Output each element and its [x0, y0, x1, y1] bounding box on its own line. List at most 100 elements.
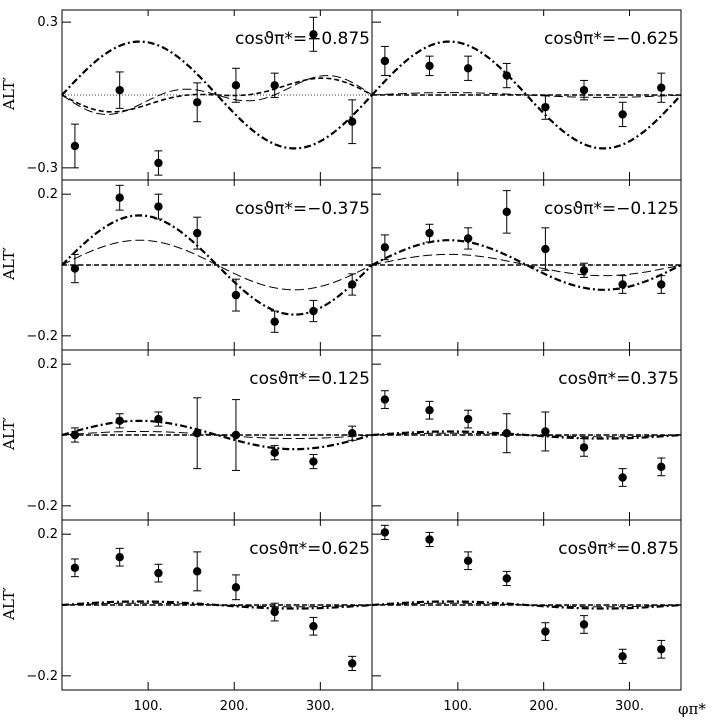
- data-point: [425, 535, 434, 544]
- panel-title: cosϑπ*=−0.625: [544, 29, 679, 49]
- data-point: [380, 243, 390, 252]
- panel-title: cosϑπ*=−0.875: [235, 29, 370, 49]
- x-tick-label: 200.: [220, 699, 249, 714]
- data-point: [425, 406, 434, 415]
- panel-5: −0.2 0.2 cosϑπ*=0.125: [26, 349, 373, 521]
- data-point: [115, 85, 124, 95]
- y-tick-label: 0.2: [37, 527, 58, 542]
- model-curve-long-dashed: [61, 75, 373, 115]
- panel-grid: −0.3 0.3 cosϑπ*=−0.875 cosϑπ*=−0.625 −0.2 0.2…: [26, 9, 682, 714]
- data-point: [115, 552, 124, 562]
- data-point: [270, 81, 279, 90]
- data-point: [154, 158, 163, 168]
- data-point: [618, 110, 627, 119]
- data-point: [657, 83, 666, 92]
- panel-1: −0.3 0.3 cosϑπ*=−0.875: [26, 9, 373, 181]
- data-point: [541, 102, 550, 112]
- data-point: [502, 574, 511, 583]
- data-point: [154, 414, 163, 424]
- data-point: [192, 98, 202, 107]
- data-point: [231, 81, 241, 90]
- data-point: [463, 556, 473, 565]
- data-point: [309, 622, 318, 631]
- data-point: [347, 117, 357, 126]
- y-tick-label: −0.2: [26, 669, 58, 684]
- data-point: [115, 193, 124, 202]
- data-point: [618, 473, 627, 482]
- data-point: [309, 306, 318, 316]
- y-tick-label: 0.3: [37, 15, 58, 30]
- panel-7: −0.2 0.2 100. 200. 300. cosϑπ*=0.625: [26, 519, 373, 714]
- model-curve-dash-dot: [371, 239, 682, 291]
- data-point: [380, 56, 390, 66]
- data-point: [231, 290, 241, 300]
- data-point: [541, 427, 550, 436]
- x-axis-label: φπ*: [678, 700, 706, 718]
- data-point: [463, 64, 473, 73]
- data-point: [154, 568, 163, 578]
- y-tick-label: −0.2: [26, 499, 58, 514]
- data-point: [70, 141, 80, 151]
- data-point: [70, 264, 80, 273]
- model-curve-long-dashed: [61, 239, 373, 291]
- x-tick-label: 200.: [529, 699, 558, 714]
- model-curve-long-dashed: [371, 253, 682, 277]
- data-point: [502, 207, 511, 217]
- data-point: [380, 528, 390, 537]
- data-point: [380, 395, 390, 404]
- data-point: [541, 244, 550, 254]
- data-point: [270, 607, 279, 617]
- data-point: [347, 429, 357, 438]
- model-curve-dashed: [61, 77, 373, 113]
- data-point: [541, 627, 550, 636]
- x-tick-label: 300.: [615, 699, 644, 714]
- y-axis-label-row1: ALT′: [0, 76, 18, 111]
- y-tick-label: 0.2: [37, 187, 58, 202]
- data-point: [270, 317, 279, 326]
- panel-3: −0.2 0.2 cosϑπ*=−0.375: [26, 179, 373, 351]
- data-point: [502, 429, 511, 438]
- model-curve-dash-dot: [61, 40, 373, 150]
- data-point: [347, 659, 357, 668]
- data-point: [502, 71, 511, 80]
- data-point: [425, 228, 434, 238]
- data-point: [579, 266, 589, 275]
- y-tick-label: −0.3: [26, 161, 58, 176]
- data-point: [579, 85, 589, 95]
- model-curve-dash-dot: [371, 40, 682, 150]
- data-point: [192, 567, 202, 576]
- data-point: [347, 280, 357, 289]
- y-axis-label-row3: ALT′: [0, 416, 18, 451]
- y-axis-label-row4: ALT′: [0, 586, 18, 621]
- x-tick-label: 300.: [306, 699, 335, 714]
- data-point: [425, 61, 434, 71]
- panel-4: cosϑπ*=−0.125: [371, 179, 682, 351]
- data-point: [579, 620, 589, 629]
- x-tick-label: 100.: [134, 699, 163, 714]
- data-point: [309, 457, 318, 466]
- data-point: [270, 448, 279, 457]
- data-point: [115, 416, 124, 426]
- y-axis-title: ALT′ ALT′ ALT′ ALT′: [0, 76, 18, 621]
- data-point: [154, 202, 163, 211]
- data-point: [618, 652, 627, 661]
- data-point: [192, 228, 202, 238]
- y-tick-label: 0.2: [37, 357, 58, 372]
- x-tick-label: 100.: [443, 699, 472, 714]
- panel-title: cosϑπ*=−0.125: [544, 199, 679, 219]
- data-point: [70, 430, 80, 440]
- data-point: [231, 583, 241, 592]
- data-point: [657, 462, 666, 472]
- data-point: [463, 234, 473, 243]
- data-point: [309, 30, 318, 39]
- model-curve-dash-dot: [61, 214, 373, 316]
- panel-title: cosϑπ*=−0.375: [235, 199, 370, 219]
- panel-title: cosϑπ*=0.875: [558, 539, 679, 559]
- panel-title: cosϑπ*=0.625: [249, 539, 370, 559]
- data-point: [618, 280, 627, 289]
- data-point: [70, 563, 80, 573]
- panel-title: cosϑπ*=0.125: [249, 369, 370, 389]
- y-tick-label: −0.2: [26, 329, 58, 344]
- data-point: [657, 645, 666, 654]
